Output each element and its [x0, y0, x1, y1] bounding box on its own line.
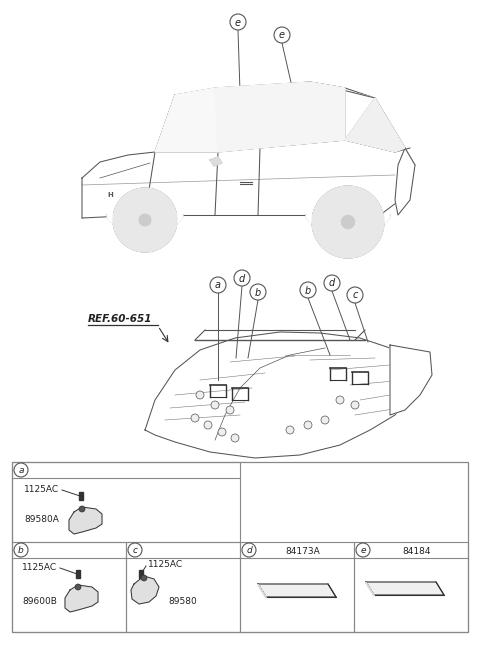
Polygon shape: [82, 175, 98, 218]
Polygon shape: [131, 576, 159, 604]
Polygon shape: [139, 570, 143, 578]
Polygon shape: [342, 215, 354, 229]
Circle shape: [79, 506, 85, 512]
Circle shape: [242, 543, 256, 557]
Text: 89580A: 89580A: [24, 515, 59, 524]
Circle shape: [204, 421, 212, 429]
Text: e: e: [279, 31, 285, 41]
Circle shape: [250, 284, 266, 300]
Circle shape: [14, 543, 28, 557]
Circle shape: [347, 287, 363, 303]
Polygon shape: [107, 215, 183, 230]
Text: b: b: [305, 286, 311, 295]
Circle shape: [321, 416, 329, 424]
Polygon shape: [236, 100, 241, 108]
Circle shape: [226, 406, 234, 414]
Circle shape: [141, 575, 147, 581]
Circle shape: [196, 391, 204, 399]
Text: e: e: [235, 18, 241, 28]
Polygon shape: [76, 570, 80, 578]
Bar: [354, 542, 468, 632]
Circle shape: [286, 426, 294, 434]
Text: REF.60-651: REF.60-651: [88, 314, 153, 324]
Bar: [12, 462, 468, 632]
Circle shape: [128, 543, 142, 557]
Circle shape: [351, 401, 359, 409]
Text: d: d: [329, 278, 335, 288]
Circle shape: [230, 14, 246, 30]
Polygon shape: [65, 585, 98, 612]
Text: c: c: [132, 546, 137, 555]
Bar: [12, 542, 126, 632]
Polygon shape: [306, 215, 390, 231]
Bar: [12, 462, 240, 542]
Text: 84173A: 84173A: [285, 546, 320, 555]
Polygon shape: [69, 507, 102, 534]
Text: 1125AC: 1125AC: [22, 563, 57, 572]
Circle shape: [210, 277, 226, 293]
Text: d: d: [239, 274, 245, 284]
Circle shape: [75, 584, 81, 590]
Circle shape: [336, 396, 344, 404]
Circle shape: [218, 428, 226, 436]
Polygon shape: [145, 332, 420, 458]
Polygon shape: [345, 98, 405, 152]
Polygon shape: [215, 82, 345, 152]
Text: b: b: [255, 288, 261, 297]
Text: 1125AC: 1125AC: [24, 485, 59, 494]
Circle shape: [211, 401, 219, 409]
Polygon shape: [291, 108, 296, 116]
Circle shape: [300, 282, 316, 298]
Circle shape: [304, 421, 312, 429]
Circle shape: [231, 434, 239, 442]
Polygon shape: [395, 148, 415, 215]
Text: d: d: [246, 546, 252, 555]
Polygon shape: [390, 345, 432, 415]
Polygon shape: [366, 582, 444, 595]
Text: 89580: 89580: [168, 597, 197, 606]
Polygon shape: [258, 584, 266, 598]
Polygon shape: [155, 82, 405, 152]
Text: 84184: 84184: [402, 546, 431, 555]
Text: a: a: [215, 280, 221, 291]
Text: c: c: [352, 291, 358, 301]
Polygon shape: [155, 88, 218, 152]
Circle shape: [191, 414, 199, 422]
Circle shape: [356, 543, 370, 557]
Polygon shape: [312, 186, 384, 258]
Polygon shape: [366, 582, 374, 596]
Text: e: e: [360, 546, 366, 555]
Circle shape: [324, 275, 340, 291]
Circle shape: [234, 270, 250, 286]
Polygon shape: [258, 584, 336, 597]
Polygon shape: [210, 157, 222, 166]
Text: H: H: [107, 192, 113, 198]
Circle shape: [14, 463, 28, 477]
Text: b: b: [18, 546, 24, 555]
Text: 89600B: 89600B: [22, 597, 57, 606]
Circle shape: [274, 27, 290, 43]
Polygon shape: [82, 152, 155, 218]
Bar: [126, 542, 240, 632]
Text: 1125AC: 1125AC: [148, 560, 183, 569]
Polygon shape: [139, 214, 151, 226]
Polygon shape: [79, 492, 83, 500]
Text: a: a: [18, 466, 24, 475]
Polygon shape: [113, 188, 177, 252]
Bar: [240, 542, 354, 632]
